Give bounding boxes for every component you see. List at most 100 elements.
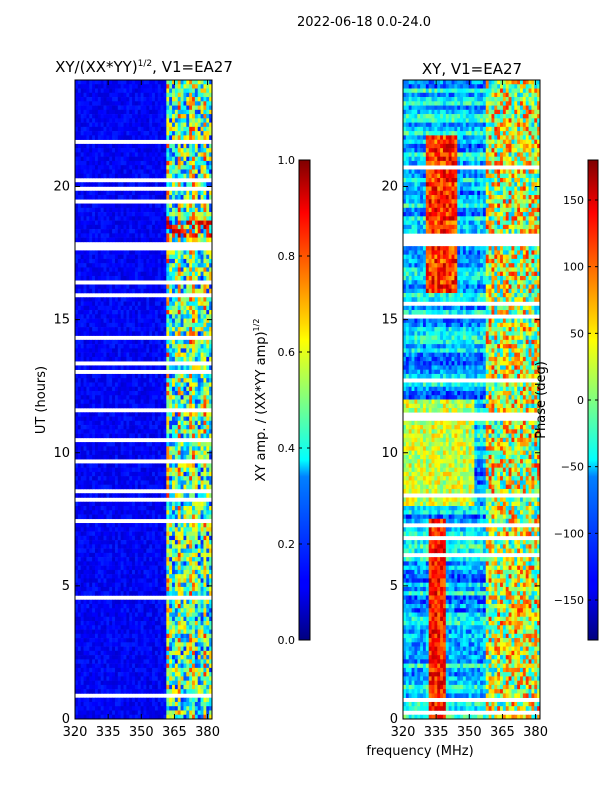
heatmap-cell [194, 561, 199, 566]
heatmap-cell [180, 297, 184, 302]
heatmap-cell [106, 467, 110, 473]
heatmap-cell [166, 284, 170, 290]
heatmap-cell [140, 442, 144, 447]
heatmap-cell [103, 258, 107, 264]
heatmap-cell [197, 514, 201, 520]
heatmap-cell [126, 160, 130, 166]
heatmap-cell [206, 118, 210, 123]
heatmap-cell [192, 305, 196, 311]
heatmap-cell [172, 356, 176, 362]
heatmap-cell [166, 442, 170, 447]
heatmap-cell [97, 403, 102, 409]
heatmap-cell [132, 143, 136, 149]
heatmap-cell [92, 229, 96, 234]
heatmap-cell [123, 267, 127, 272]
heatmap-cell [152, 352, 156, 358]
heatmap-cell [143, 557, 147, 562]
heatmap-cell [123, 220, 127, 226]
heatmap-cell [154, 484, 159, 490]
heatmap-cell [174, 284, 179, 290]
heatmap-cell [149, 301, 153, 307]
heatmap-cell [94, 467, 99, 473]
heatmap-cell [152, 284, 156, 290]
heatmap-cell [169, 105, 173, 111]
heatmap-cell [92, 586, 96, 592]
heatmap-cell [112, 92, 116, 98]
heatmap-cell [154, 165, 159, 170]
heatmap-cell [106, 433, 110, 439]
heatmap-cell [186, 561, 190, 566]
heatmap-cell [134, 288, 139, 294]
heatmap-cell [206, 540, 210, 545]
heatmap-cell [106, 101, 110, 106]
heatmap-cell [149, 344, 153, 349]
heatmap-cell [77, 156, 82, 162]
heatmap-cell [109, 574, 113, 579]
heatmap-cell [152, 390, 156, 396]
heatmap-cell [183, 271, 187, 277]
heatmap-cell [177, 565, 181, 571]
heatmap-cell [180, 331, 184, 336]
heatmap-cell [160, 203, 164, 209]
heatmap-cell [94, 403, 99, 409]
heatmap-cell [189, 484, 193, 490]
heatmap-cell [129, 314, 133, 319]
heatmap-cell [209, 263, 212, 268]
heatmap-cell [194, 101, 199, 106]
heatmap-cell [114, 114, 119, 119]
heatmap-cell [166, 220, 170, 226]
heatmap-cell [194, 109, 199, 115]
heatmap-cell [146, 135, 150, 140]
heatmap-cell [86, 114, 90, 119]
heatmap-cell [203, 442, 207, 447]
heatmap-cell [154, 535, 159, 541]
heatmap-cell [86, 152, 90, 157]
heatmap-cell [92, 582, 96, 588]
heatmap-cell [203, 514, 207, 520]
heatmap-cell [114, 531, 119, 537]
heatmap-cell [206, 433, 210, 439]
heatmap-cell [103, 224, 107, 230]
heatmap-cell [117, 250, 122, 255]
heatmap-cell [192, 352, 196, 358]
heatmap-cell [112, 582, 116, 588]
heatmap-cell [103, 395, 107, 400]
heatmap-cell [92, 322, 96, 328]
heatmap-cell [152, 569, 156, 575]
heatmap-cell [206, 569, 210, 575]
heatmap-cell [129, 527, 133, 532]
heatmap-cell [80, 501, 84, 507]
heatmap-cell [160, 310, 164, 315]
heatmap-cell [134, 114, 139, 119]
heatmap-cell [197, 267, 201, 272]
heatmap-cell [172, 450, 176, 456]
heatmap-cell [163, 216, 167, 221]
heatmap-cell [103, 310, 107, 315]
heatmap-cell [132, 88, 136, 94]
heatmap-cell [123, 237, 127, 243]
heatmap-cell [183, 352, 187, 358]
heatmap-cell [177, 467, 181, 473]
heatmap-cell [166, 190, 170, 196]
heatmap-cell [83, 399, 87, 405]
heatmap-cell [206, 224, 210, 230]
heatmap-cell [134, 331, 139, 336]
heatmap-cell [129, 450, 133, 456]
heatmap-cell [140, 88, 144, 94]
heatmap-cell [163, 135, 167, 140]
heatmap-cell [100, 531, 104, 537]
heatmap-cell [157, 403, 162, 409]
heatmap-cell [143, 416, 147, 422]
heatmap-cell [109, 173, 113, 179]
heatmap-cell [103, 373, 107, 379]
heatmap-cell [89, 378, 93, 383]
heatmap-cell [126, 122, 130, 128]
heatmap-cell [174, 92, 179, 98]
heatmap-cell [92, 135, 96, 140]
heatmap-cell [194, 237, 199, 243]
heatmap-cell [209, 523, 212, 528]
heatmap-cell [189, 182, 193, 187]
heatmap-cell [152, 365, 156, 370]
heatmap-cell [197, 190, 201, 196]
heatmap-cell [157, 216, 162, 221]
